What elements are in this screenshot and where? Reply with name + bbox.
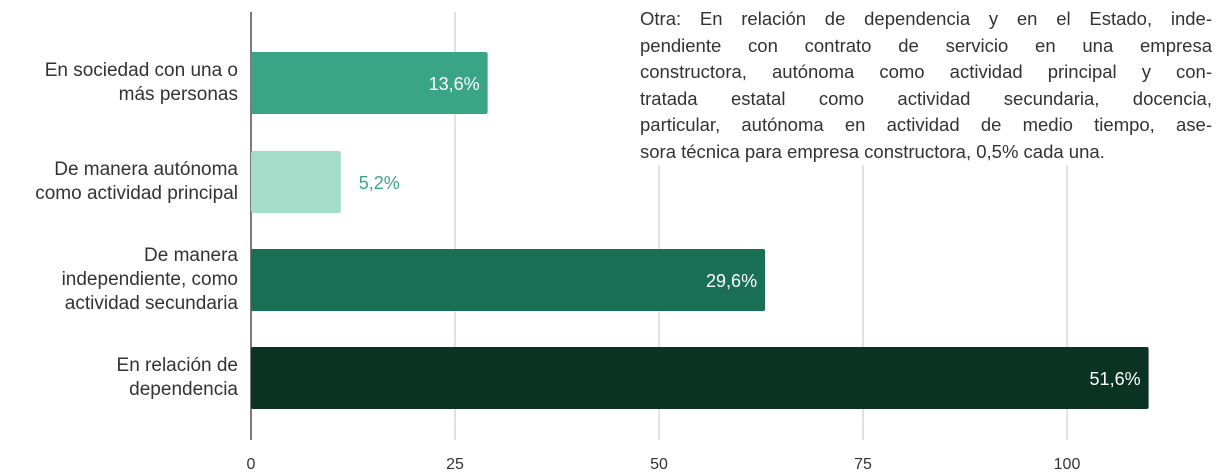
category-line: De manera autónoma xyxy=(54,159,238,180)
category-label: En sociedad con una o más personas xyxy=(45,59,238,107)
x-tick-label: 100 xyxy=(1054,456,1081,473)
bar xyxy=(251,52,488,114)
x-tick-label: 25 xyxy=(446,456,464,473)
category-line: como actividad principal xyxy=(35,183,238,204)
annotation-line: sora técnica para empresa constructora, … xyxy=(640,140,1105,162)
category-label: De manera independiente, como actividad se… xyxy=(62,244,238,316)
annotation: Otra: En relación de dependencia y en el… xyxy=(640,6,1212,165)
x-tick-label: 50 xyxy=(650,456,668,473)
annotation-line: particular, autónoma en actividad de med… xyxy=(640,114,1212,135)
x-tick-label: 75 xyxy=(854,456,872,473)
category-line: más personas xyxy=(118,84,238,105)
bar xyxy=(251,151,341,213)
bar-label: 29,6% xyxy=(706,271,757,291)
annotation-line: Otra: En relación de dependencia y en el… xyxy=(640,8,1212,29)
category-label: En relación de dependencia xyxy=(117,354,238,402)
category-line: dependencia xyxy=(129,379,238,400)
category-line: independiente, como xyxy=(61,269,238,290)
category-label: De manera autónoma como actividad princip… xyxy=(35,158,238,206)
annotation-line: pendiente con contrato de servicio en un… xyxy=(640,34,1212,56)
bar xyxy=(251,249,766,311)
bar xyxy=(251,347,1149,409)
bar-label: 51,6% xyxy=(1090,369,1141,389)
bar-label: 5,2% xyxy=(359,173,400,193)
annotation-line: constructora, autónoma como actividad pr… xyxy=(640,61,1212,82)
category-line: De manera xyxy=(144,245,238,266)
x-tick-label: 0 xyxy=(247,456,256,473)
category-line: actividad secundaria xyxy=(64,293,238,314)
annotation-line: tratada estatal como actividad secundari… xyxy=(640,87,1212,109)
category-line: En sociedad con una o xyxy=(44,60,238,81)
category-line: En relación de xyxy=(116,355,238,376)
bar-label: 13,6% xyxy=(429,74,480,94)
